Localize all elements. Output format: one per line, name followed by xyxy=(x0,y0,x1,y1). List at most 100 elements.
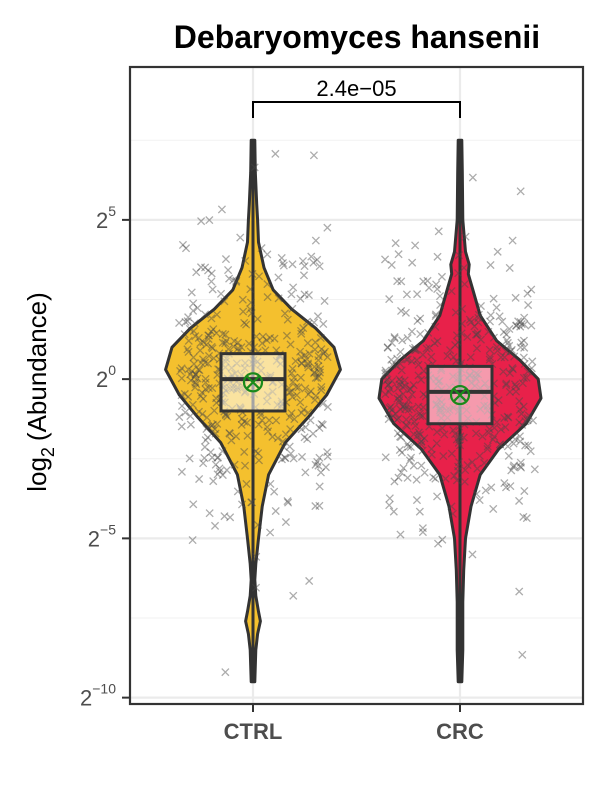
data-point xyxy=(265,416,274,425)
data-point xyxy=(315,482,324,491)
data-point xyxy=(258,332,267,341)
significance-bracket: 2.4e−05 xyxy=(252,76,461,118)
data-point xyxy=(289,283,298,292)
data-point xyxy=(473,329,482,338)
data-point xyxy=(229,276,238,285)
data-point xyxy=(418,528,427,537)
data-point xyxy=(396,432,405,441)
data-point xyxy=(476,335,485,344)
data-point xyxy=(274,273,283,282)
data-point xyxy=(408,344,417,353)
data-point xyxy=(398,336,407,345)
y-tick-base: 2 xyxy=(88,526,100,551)
data-point xyxy=(398,382,407,392)
data-point xyxy=(397,277,406,286)
data-point xyxy=(433,492,442,501)
data-point xyxy=(393,277,402,286)
data-point xyxy=(263,427,273,436)
data-point xyxy=(283,315,292,324)
data-point xyxy=(309,151,318,160)
data-point xyxy=(409,461,418,470)
data-point xyxy=(209,477,218,486)
data-point xyxy=(515,405,524,414)
data-point xyxy=(240,417,249,426)
data-point xyxy=(208,453,217,462)
data-point xyxy=(485,317,495,326)
data-point xyxy=(447,502,456,511)
data-point xyxy=(385,295,394,304)
data-point xyxy=(400,376,409,385)
data-point xyxy=(289,454,298,463)
data-point xyxy=(215,464,224,473)
data-point xyxy=(297,329,306,338)
data-point xyxy=(257,244,266,253)
y-tick-exponent: 0 xyxy=(108,362,116,378)
y-tick-exponent: 5 xyxy=(108,203,116,219)
data-point xyxy=(515,587,524,596)
data-point xyxy=(304,363,313,372)
data-point xyxy=(201,374,210,383)
data-point xyxy=(397,448,406,457)
data-point xyxy=(254,272,264,281)
data-point xyxy=(505,324,514,334)
data-point xyxy=(220,297,229,306)
data-point xyxy=(396,405,405,414)
data-point xyxy=(271,506,280,516)
data-point xyxy=(296,373,305,382)
data-point xyxy=(523,289,532,298)
data-point xyxy=(263,293,272,302)
y-tick-base: 2 xyxy=(96,208,108,233)
data-point xyxy=(317,383,326,392)
data-point xyxy=(316,365,325,374)
data-point xyxy=(511,435,520,444)
data-point xyxy=(284,384,293,393)
violin-group-ctrl xyxy=(164,138,342,684)
data-point xyxy=(415,409,424,418)
mean-marker xyxy=(449,384,471,406)
data-point xyxy=(463,461,472,470)
data-point xyxy=(403,355,412,364)
data-point xyxy=(230,460,239,469)
data-point xyxy=(201,310,210,319)
data-point xyxy=(285,412,294,421)
data-point xyxy=(430,339,439,348)
data-point xyxy=(496,353,506,362)
data-point xyxy=(199,338,208,347)
data-point xyxy=(419,277,428,286)
data-point xyxy=(511,387,521,396)
data-point xyxy=(303,339,312,348)
data-point xyxy=(197,217,206,226)
data-point xyxy=(407,327,416,336)
data-point xyxy=(283,497,292,506)
data-point xyxy=(526,447,535,456)
data-point xyxy=(201,358,210,367)
data-point xyxy=(425,343,434,352)
data-point xyxy=(221,339,230,348)
data-point xyxy=(509,463,518,472)
data-point xyxy=(393,429,402,438)
data-point xyxy=(288,304,297,313)
data-point xyxy=(222,336,231,346)
data-point xyxy=(404,442,413,451)
data-point xyxy=(480,458,489,468)
data-point xyxy=(181,317,190,327)
data-point xyxy=(252,332,261,341)
data-point xyxy=(307,252,316,261)
data-point xyxy=(395,445,404,455)
data-point xyxy=(432,428,442,437)
data-point xyxy=(487,483,496,492)
data-point xyxy=(194,333,203,342)
data-point xyxy=(503,442,512,451)
data-point xyxy=(422,344,431,353)
data-point xyxy=(242,479,251,489)
data-point xyxy=(216,289,226,298)
data-point xyxy=(498,317,507,326)
data-point xyxy=(310,369,319,378)
data-point xyxy=(243,418,252,427)
data-point xyxy=(527,321,536,330)
data-point xyxy=(500,353,509,362)
data-point xyxy=(417,437,426,446)
data-point xyxy=(221,255,231,264)
data-point xyxy=(485,353,495,362)
